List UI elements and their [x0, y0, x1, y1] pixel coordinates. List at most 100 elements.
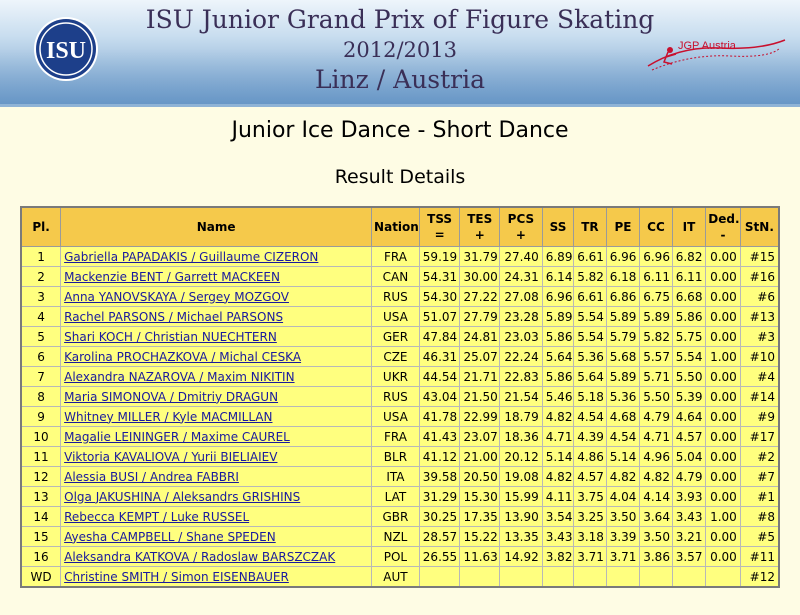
skater-name-link[interactable]: Rebecca KEMPT / Luke RUSSEL: [64, 509, 250, 524]
cell-name: Alexandra NAZAROVA / Maxim NIKITIN: [60, 366, 373, 387]
cell-tes: 17.35: [459, 506, 501, 527]
cell-tes: [459, 566, 501, 588]
col-header-pcs-label: PCS: [507, 212, 535, 226]
col-header-name: Name: [60, 206, 373, 247]
table-row: 2 Mackenzie BENT / Garrett MACKEEN CAN 54.3…: [20, 266, 780, 287]
skater-swoosh-icon: [647, 39, 786, 71]
cell-ded: 0.00: [705, 266, 741, 287]
cell-tss: [418, 566, 461, 588]
skater-name-link[interactable]: Magalie LEININGER / Maxime CAUREL: [64, 429, 290, 444]
cell-pcs: 21.54: [499, 386, 543, 407]
skater-name-link[interactable]: Maria SIMONOVA / Dmitriy DRAGUN: [64, 389, 279, 404]
skater-name-link[interactable]: Karolina PROCHAZKOVA / Michal CESKA: [64, 349, 302, 364]
cell-pcs: 14.92: [499, 546, 543, 567]
skater-name-link[interactable]: Whitney MILLER / Kyle MACMILLAN: [64, 409, 273, 424]
skater-name-link[interactable]: Aleksandra KATKOVA / Radoslaw BARSZCZAK: [64, 549, 336, 564]
cell-stn: #12: [739, 566, 780, 588]
cell-nation: RUS: [371, 386, 420, 407]
cell-it: 5.04: [671, 446, 707, 467]
col-header-pcs-op: +: [515, 228, 526, 242]
cell-stn: #16: [739, 266, 780, 287]
cell-name: Olga JAKUSHINA / Aleksandrs GRISHINS: [60, 486, 373, 507]
cell-place: 11: [20, 446, 62, 467]
cell-it: 5.75: [671, 326, 707, 347]
cell-name: Gabriella PAPADAKIS / Guillaume CIZERON: [60, 246, 373, 267]
cell-tss: 46.31: [418, 346, 461, 367]
cell-tes: 27.79: [459, 306, 501, 327]
skater-name-link[interactable]: Ayesha CAMPBELL / Shane SPEDEN: [64, 529, 276, 544]
cell-stn: #9: [739, 406, 780, 427]
cell-nation: CZE: [371, 346, 420, 367]
cell-nation: POL: [371, 546, 420, 567]
skater-name-link[interactable]: Rachel PARSONS / Michael PARSONS: [64, 309, 284, 324]
cell-ss: 5.86: [541, 366, 575, 387]
skater-name-link[interactable]: Shari KOCH / Christian NUECHTERN: [64, 329, 277, 344]
cell-pcs: 20.12: [499, 446, 543, 467]
skater-name-link[interactable]: Gabriella PAPADAKIS / Guillaume CIZERON: [64, 249, 319, 264]
cell-name: Alessia BUSI / Andrea FABBRI: [60, 466, 373, 487]
table-row: 4 Rachel PARSONS / Michael PARSONS USA 51.0…: [20, 306, 780, 327]
cell-pcs: 13.35: [499, 526, 543, 547]
cell-pe: 4.82: [605, 466, 641, 487]
cell-stn: #3: [739, 326, 780, 347]
cell-pe: 5.89: [605, 366, 641, 387]
cell-place: WD: [20, 566, 62, 588]
table-row: 11 Viktoria KAVALIOVA / Yurii BIELIAIEV BL…: [20, 446, 780, 467]
col-header-ded-label: Ded.: [708, 212, 740, 226]
cell-stn: #1: [739, 486, 780, 507]
cell-it: 4.64: [671, 406, 707, 427]
skater-name-link[interactable]: Mackenzie BENT / Garrett MACKEEN: [64, 269, 280, 284]
skater-name-link[interactable]: Anna YANOVSKAYA / Sergey MOZGOV: [64, 289, 289, 304]
cell-ded: 0.00: [705, 366, 741, 387]
table-row: 9 Whitney MILLER / Kyle MACMILLAN USA 41.78…: [20, 406, 780, 427]
cell-name: Christine SMITH / Simon EISENBAUER: [60, 566, 373, 588]
cell-tr: 6.61: [573, 286, 607, 307]
cell-ss: 6.89: [541, 246, 575, 267]
cell-tr: 4.57: [573, 466, 607, 487]
header-banner: ISU ISU Junior Grand Prix of Figure Skat…: [0, 0, 800, 104]
cell-cc: 3.86: [639, 546, 673, 567]
cell-tss: 59.19: [418, 246, 461, 267]
cell-pcs: 23.03: [499, 326, 543, 347]
cell-it: 4.57: [671, 426, 707, 447]
cell-pcs: 13.90: [499, 506, 543, 527]
cell-name: Rebecca KEMPT / Luke RUSSEL: [60, 506, 373, 527]
page-title: Junior Ice Dance - Short Dance: [231, 118, 569, 143]
cell-tes: 21.71: [459, 366, 501, 387]
cell-pe: 3.39: [605, 526, 641, 547]
skater-name-link[interactable]: Christine SMITH / Simon EISENBAUER: [64, 569, 289, 584]
isu-logo: ISU: [34, 17, 98, 81]
cell-name: Aleksandra KATKOVA / Radoslaw BARSZCZAK: [60, 546, 373, 567]
cell-nation: BLR: [371, 446, 420, 467]
cell-ded: 0.00: [705, 486, 741, 507]
banner-title-line1: ISU Junior Grand Prix of Figure Skating: [145, 5, 655, 34]
skater-name-link[interactable]: Alessia BUSI / Andrea FABBRI: [64, 469, 239, 484]
table-row: 12 Alessia BUSI / Andrea FABBRI ITA 39.58 20…: [20, 466, 780, 487]
cell-stn: #7: [739, 466, 780, 487]
cell-stn: #8: [739, 506, 780, 527]
cell-tes: 22.99: [459, 406, 501, 427]
cell-pcs: 19.08: [499, 466, 543, 487]
cell-pcs: 22.24: [499, 346, 543, 367]
skater-name-link[interactable]: Viktoria KAVALIOVA / Yurii BIELIAIEV: [64, 449, 278, 464]
cell-tes: 11.63: [459, 546, 501, 567]
cell-place: 2: [20, 266, 62, 287]
cell-pe: 6.96: [605, 246, 641, 267]
cell-ss: 4.82: [541, 466, 575, 487]
cell-ss: 3.54: [541, 506, 575, 527]
table-row: 6 Karolina PROCHAZKOVA / Michal CESKA CZE 4…: [20, 346, 780, 367]
skater-name-link[interactable]: Olga JAKUSHINA / Aleksandrs GRISHINS: [64, 489, 301, 504]
cell-it: 5.39: [671, 386, 707, 407]
cell-nation: RUS: [371, 286, 420, 307]
cell-stn: #11: [739, 546, 780, 567]
cell-cc: 5.57: [639, 346, 673, 367]
cell-tss: 31.29: [418, 486, 461, 507]
cell-tr: 3.75: [573, 486, 607, 507]
cell-tss: 43.04: [418, 386, 461, 407]
cell-it: 5.54: [671, 346, 707, 367]
cell-place: 6: [20, 346, 62, 367]
cell-place: 1: [20, 246, 62, 267]
skater-name-link[interactable]: Alexandra NAZAROVA / Maxim NIKITIN: [64, 369, 295, 384]
banner-title: ISU Junior Grand Prix of Figure Skating …: [0, 4, 800, 96]
cell-tr: 4.86: [573, 446, 607, 467]
